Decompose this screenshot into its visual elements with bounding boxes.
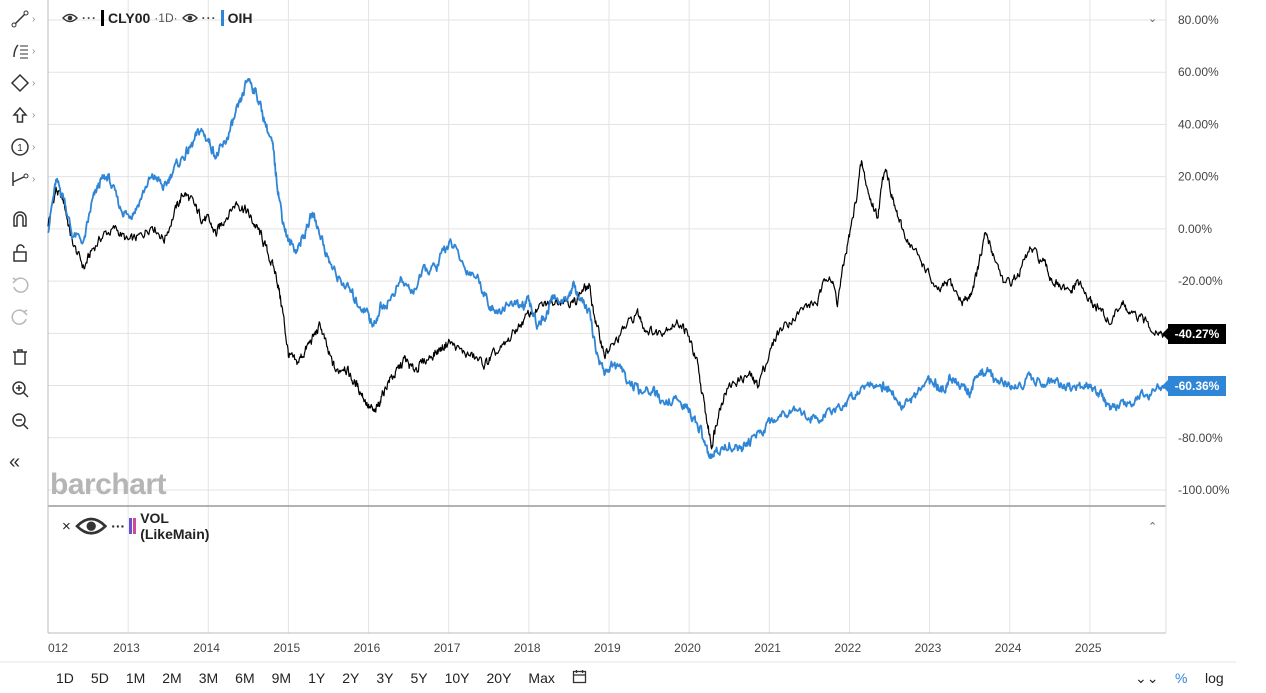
y-tick-label: -100.00%	[1178, 483, 1230, 497]
x-tick-label: 2021	[754, 641, 781, 655]
main-symbol[interactable]: CLY00	[108, 10, 151, 26]
y-tick-label: -20.00%	[1178, 274, 1223, 288]
x-tick-label: 2023	[915, 641, 942, 655]
range-button-3y[interactable]: 3Y	[376, 670, 394, 686]
x-tick-label: 2019	[594, 641, 621, 655]
range-menu-chevron-icon[interactable]: ⌄⌄	[1135, 669, 1159, 686]
eye-icon[interactable]	[181, 12, 198, 24]
cly00-series-line[interactable]	[47, 160, 1167, 450]
compare-last-value-tag: -60.36%	[1162, 376, 1226, 397]
y-tick-label: 0.00%	[1178, 222, 1212, 236]
chart-grid	[0, 0, 1236, 663]
volume-label[interactable]: VOL (LikeMain)	[140, 510, 210, 542]
more-options-icon[interactable]: ···	[82, 11, 97, 25]
range-button-9m[interactable]: 9M	[271, 670, 292, 686]
undo-icon[interactable]	[9, 272, 39, 298]
range-button-2m[interactable]: 2M	[162, 670, 182, 686]
calendar-icon[interactable]	[572, 669, 587, 687]
compare-symbol[interactable]: OIH	[227, 10, 253, 26]
main-interval[interactable]: ·1D·	[154, 11, 178, 25]
drawing-toolbar: › › › › 1 › › «	[0, 0, 46, 490]
range-button-6m[interactable]: 6M	[235, 670, 255, 686]
fib-tool-icon[interactable]: ›	[9, 38, 39, 64]
arrow-tool-icon[interactable]: ›	[9, 102, 39, 128]
eye-icon[interactable]	[74, 514, 108, 538]
range-button-2y[interactable]: 2Y	[342, 670, 360, 686]
zoom-in-icon[interactable]	[9, 376, 39, 402]
main-last-value-tag: -40.27%	[1162, 324, 1226, 345]
measure-tool-icon[interactable]: ›	[9, 166, 39, 192]
close-icon[interactable]: ×	[62, 517, 71, 535]
lock-icon[interactable]	[9, 240, 39, 266]
main-legend: ··· CLY00 ·1D· ··· OIH	[62, 8, 253, 28]
log-scale-button[interactable]: log	[1205, 670, 1224, 686]
y-axis: 80.00%60.00%40.00%20.00%0.00%-20.00%-40.…	[1178, 13, 1230, 497]
range-button-3m[interactable]: 3M	[198, 670, 219, 686]
range-button-5d[interactable]: 5D	[90, 670, 109, 686]
x-tick-label: 2014	[193, 641, 220, 655]
svg-text:1: 1	[17, 143, 23, 154]
range-button-max[interactable]: Max	[528, 670, 555, 686]
percent-scale-button[interactable]: %	[1175, 670, 1188, 686]
x-tick-label: 2020	[674, 641, 701, 655]
series-layer	[47, 77, 1167, 460]
more-options-icon[interactable]: ···	[111, 518, 126, 534]
range-button-5y[interactable]: 5Y	[410, 670, 428, 686]
oih-series-line[interactable]	[47, 77, 1167, 460]
zoom-out-icon[interactable]	[9, 408, 39, 434]
redo-icon[interactable]	[9, 304, 39, 330]
main-series-swatch	[101, 10, 104, 26]
shape-tool-icon[interactable]: ›	[9, 70, 39, 96]
x-tick-label: 2017	[434, 641, 461, 655]
eye-icon[interactable]	[62, 12, 78, 24]
line-tool-icon[interactable]: ›	[9, 6, 39, 32]
range-buttons: 1D 5D 1M 2M 3M 6M 9M 1Y 2Y 3Y 5Y 10Y 20Y Max	[56, 667, 604, 689]
y-tick-label: 60.00%	[1178, 65, 1219, 79]
trash-icon[interactable]	[9, 344, 39, 370]
y-tick-label: -80.00%	[1178, 431, 1223, 445]
volume-legend: × ··· VOL (LikeMain)	[62, 510, 209, 542]
x-tick-label: 2018	[514, 641, 541, 655]
y-tick-label: 80.00%	[1178, 13, 1219, 27]
range-button-1y[interactable]: 1Y	[308, 670, 326, 686]
chevron-down-icon[interactable]: ⌄	[1148, 13, 1158, 25]
range-button-20y[interactable]: 20Y	[486, 670, 512, 686]
compare-series-swatch	[220, 10, 224, 26]
x-tick-label: 012	[48, 641, 68, 655]
more-options-icon[interactable]: ···	[201, 11, 217, 25]
magnet-icon[interactable]	[9, 206, 39, 232]
x-tick-label: 2024	[995, 641, 1022, 655]
range-button-10y[interactable]: 10Y	[444, 670, 470, 686]
collapse-icon[interactable]: «	[9, 450, 21, 473]
x-tick-label: 2022	[834, 641, 861, 655]
x-tick-label: 2025	[1075, 641, 1102, 655]
x-axis: 012 2013 2014 2015 2016 2017 2018 2019 2020 2021 2…	[48, 641, 1102, 655]
barchart-logo: barchart	[50, 468, 167, 501]
range-button-1m[interactable]: 1M	[125, 670, 146, 686]
volume-swatch	[129, 518, 137, 534]
annotation-tool-icon[interactable]: 1 ›	[9, 134, 39, 160]
x-tick-label: 2013	[113, 641, 140, 655]
x-tick-label: 2016	[354, 641, 381, 655]
chevron-up-icon[interactable]: ⌃	[1148, 521, 1158, 533]
x-tick-label: 2015	[273, 641, 300, 655]
y-tick-label: 20.00%	[1178, 170, 1219, 184]
y-tick-label: 40.00%	[1178, 117, 1219, 131]
range-button-1d[interactable]: 1D	[56, 670, 74, 686]
